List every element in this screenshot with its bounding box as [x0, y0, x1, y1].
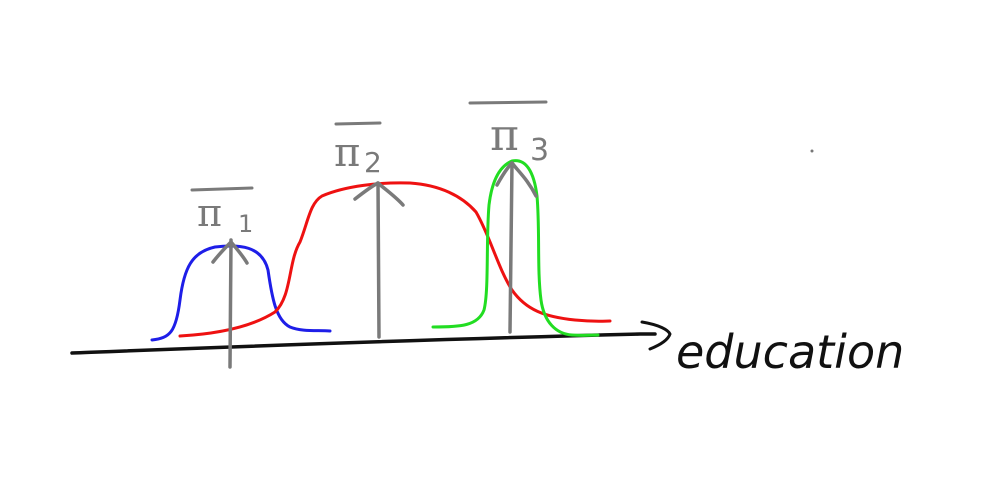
- mean-label-2: π: [334, 130, 360, 176]
- education-axis-line: [70, 332, 657, 355]
- mean-subscript-3: 3: [530, 133, 549, 168]
- mean-bar-2: [334, 121, 382, 126]
- mean-label-1: π: [197, 191, 222, 235]
- mean-bar-1: [190, 186, 254, 192]
- axis-label: education: [676, 325, 904, 379]
- stray-dot: [810, 149, 814, 153]
- distribution-curve-3: [431, 159, 600, 337]
- mean-subscript-1: 1: [238, 210, 253, 238]
- mean-arrow-shaft-3: [508, 161, 514, 334]
- axis-arrowhead: [640, 320, 672, 351]
- mean-label-3: π: [490, 110, 519, 161]
- mean-arrowhead-3: [495, 161, 538, 198]
- mean-bar-3: [468, 100, 548, 105]
- mean-arrow-shaft-2: [376, 181, 381, 339]
- mean-subscript-2: 2: [364, 146, 382, 179]
- mean-arrowhead-1: [211, 240, 249, 265]
- mean-arrowhead-2: [353, 181, 405, 207]
- distribution-curve-2: [178, 181, 612, 338]
- mean-arrow-shaft-1: [228, 238, 233, 369]
- distribution-curve-1: [150, 244, 332, 342]
